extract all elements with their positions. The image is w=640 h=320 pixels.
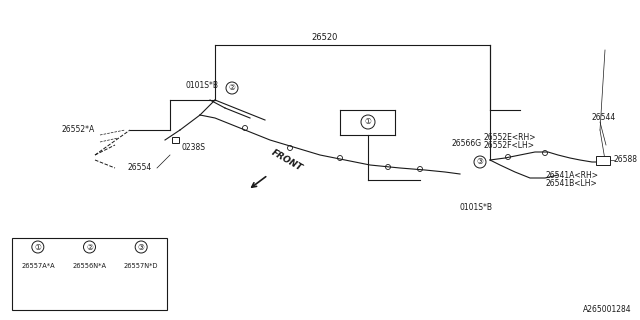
- Text: 26566G: 26566G: [452, 139, 482, 148]
- Text: ③: ③: [138, 243, 145, 252]
- Text: ②: ②: [228, 84, 236, 92]
- Text: FRONT: FRONT: [270, 148, 304, 173]
- Circle shape: [226, 82, 238, 94]
- Bar: [172, 137, 179, 143]
- Text: 0101S*B: 0101S*B: [460, 204, 493, 212]
- Text: ③: ③: [477, 157, 483, 166]
- Circle shape: [361, 115, 375, 129]
- Text: 26588: 26588: [614, 156, 638, 164]
- Text: 0101S*B: 0101S*B: [186, 82, 219, 91]
- Text: 26552F<LH>: 26552F<LH>: [483, 141, 534, 150]
- Bar: [12, 238, 167, 310]
- Text: 26541B<LH>: 26541B<LH>: [545, 179, 596, 188]
- Text: 0238S: 0238S: [182, 142, 206, 151]
- Bar: [596, 156, 610, 164]
- Text: 26557A*A: 26557A*A: [21, 263, 54, 269]
- Text: 26552E<RH>: 26552E<RH>: [483, 133, 536, 142]
- Text: ①: ①: [35, 243, 41, 252]
- Circle shape: [32, 241, 44, 253]
- Circle shape: [135, 241, 147, 253]
- Text: 26554: 26554: [128, 164, 152, 172]
- Text: ①: ①: [365, 117, 371, 126]
- Text: 26557N*D: 26557N*D: [124, 263, 159, 269]
- Text: A265001284: A265001284: [584, 305, 632, 314]
- Text: 26552*A: 26552*A: [62, 125, 95, 134]
- Text: 26544: 26544: [591, 114, 615, 123]
- Text: 26541A<RH>: 26541A<RH>: [545, 171, 598, 180]
- Text: 26520: 26520: [312, 34, 338, 43]
- Circle shape: [474, 156, 486, 168]
- Text: ②: ②: [86, 243, 93, 252]
- Text: 26556N*A: 26556N*A: [72, 263, 106, 269]
- Circle shape: [83, 241, 95, 253]
